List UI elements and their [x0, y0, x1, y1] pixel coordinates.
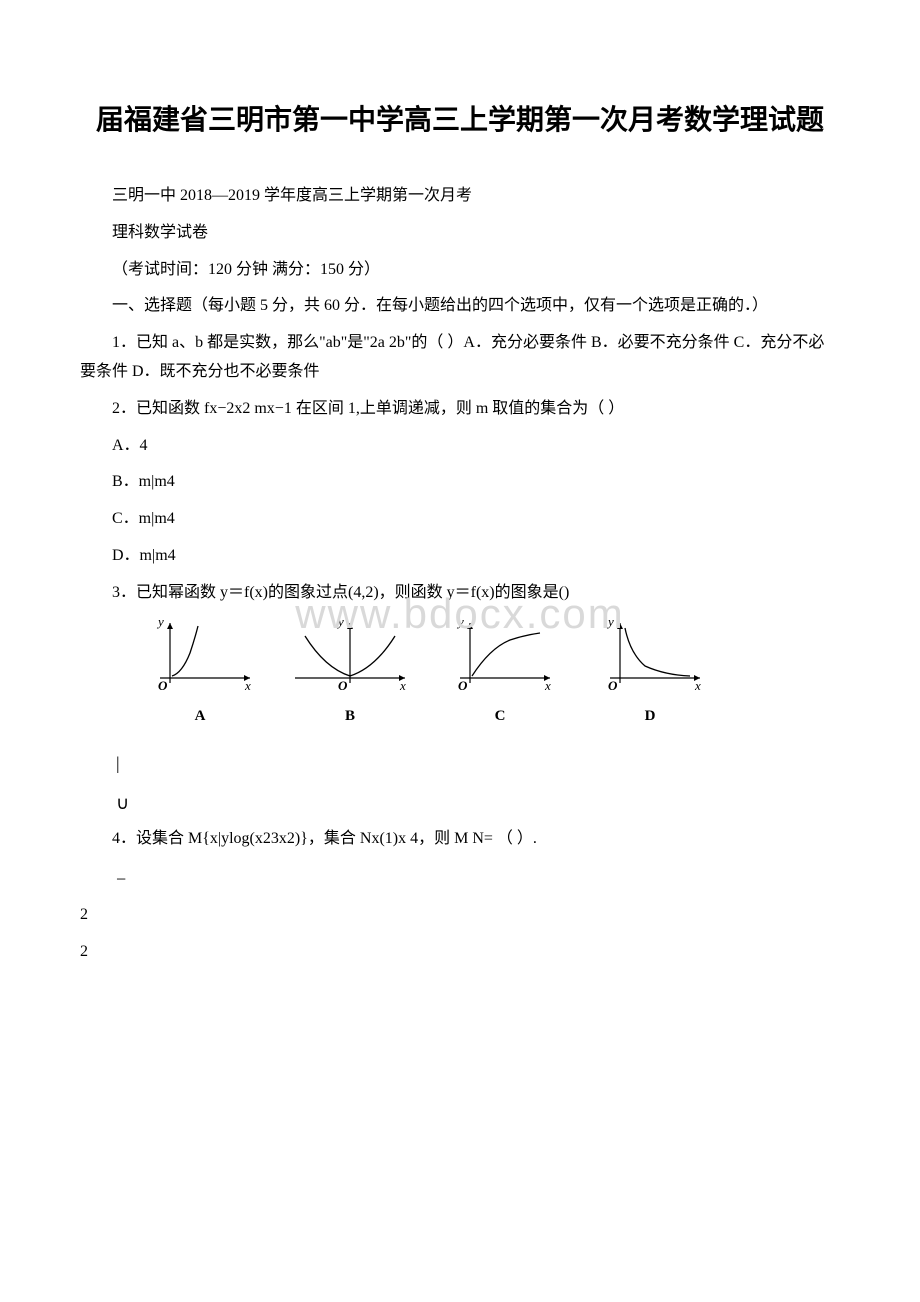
graph-label-a: A [140, 708, 260, 725]
graph-label-c: C [440, 708, 560, 725]
svg-text:y: y [336, 618, 344, 629]
svg-text:O: O [458, 678, 468, 693]
svg-text:x: x [694, 678, 701, 693]
question-2-option-a: A．4 [80, 432, 840, 461]
exam-header-school: 三明一中 2018—2019 学年度高三上学期第一次月考 [80, 182, 840, 211]
svg-text:y: y [606, 618, 614, 629]
graph-b: y x O [290, 618, 410, 693]
svg-text:x: x [244, 678, 251, 693]
graph-label-b: B [290, 708, 410, 725]
question-3-graphs: y x O y x O y [140, 618, 840, 725]
question-1: 1．已知 a、b 都是实数，那么"ab"是"2a 2b"的（ ）A．充分必要条件… [80, 329, 840, 387]
svg-text:x: x [544, 678, 551, 693]
svg-text:x: x [399, 678, 406, 693]
graph-d: y x O [590, 618, 710, 693]
question-2-option-c: C．m|m4 [80, 505, 840, 534]
graph-label-d: D [590, 708, 710, 725]
svg-text:y: y [456, 618, 464, 629]
graph-row: y x O y x O y [140, 618, 840, 693]
svg-text:O: O [338, 678, 348, 693]
question-2-option-b: B．m|m4 [80, 468, 840, 497]
question-2-stem: 2．已知函数 fx−2x2 mx−1 在区间 1,上单调递减，则 m 取值的集合… [80, 395, 840, 424]
exam-header-time: （考试时间：120 分钟 满分：150 分） [80, 256, 840, 285]
question-3: 3．已知幂函数 y＝f(x)的图象过点(4,2)，则函数 y＝f(x)的图象是(… [80, 579, 840, 608]
svg-text:O: O [158, 678, 168, 693]
question-4: 4．设集合 M{x|ylog(x23x2)}，集合 Nx(1)x 4，则 M N… [80, 825, 840, 854]
math-fragment-2: ∪ [80, 785, 840, 821]
math-fragment-1: | [80, 745, 840, 781]
document-title: 届福建省三明市第一中学高三上学期第一次月考数学理试题 [80, 100, 840, 142]
graph-c: y x O [440, 618, 560, 693]
section-1-header: 一、选择题（每小题 5 分，共 60 分．在每小题给出的四个选项中，仅有一个选项… [80, 292, 840, 321]
svg-text:y: y [156, 618, 164, 629]
question-2-option-d: D．m|m4 [80, 542, 840, 571]
graph-a: y x O [140, 618, 260, 693]
math-fragment-4: 2 [80, 901, 840, 930]
svg-text:O: O [608, 678, 618, 693]
graph-label-row: A B C D [140, 708, 840, 725]
math-fragment-3: − [80, 861, 840, 897]
math-fragment-5: 2 [80, 938, 840, 967]
exam-header-subject: 理科数学试卷 [80, 219, 840, 248]
